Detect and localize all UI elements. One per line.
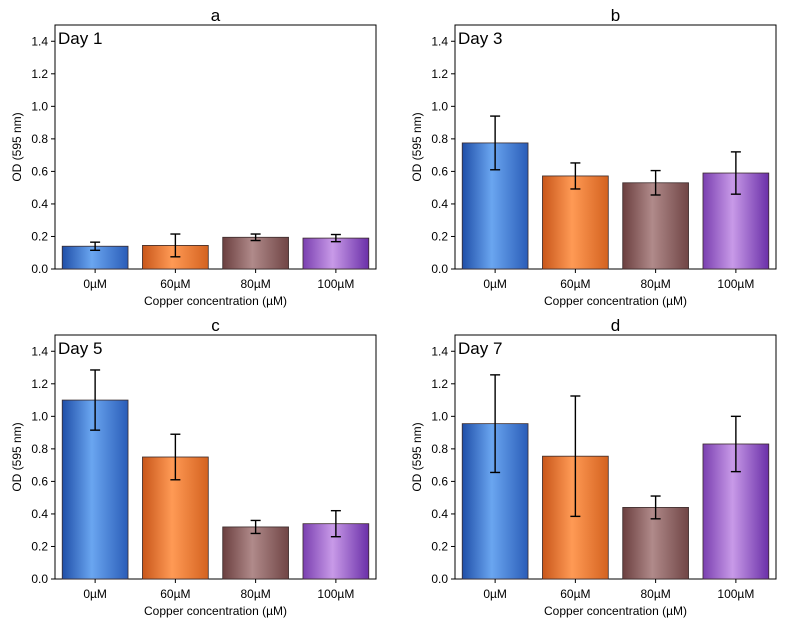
x-tick-label: 60µM bbox=[160, 277, 190, 291]
x-tick-label: 60µM bbox=[560, 277, 590, 291]
x-tick-label: 0µM bbox=[483, 587, 507, 601]
panel-d: d Day 7 0.0 0.2 0.4 0.6 0.8 1.0 1.2 1.4 OD (595 nm… bbox=[410, 316, 777, 618]
y-tick-label: 0.6 bbox=[431, 474, 448, 488]
y-tick-label: 0.2 bbox=[431, 539, 448, 553]
plot-frame bbox=[54, 24, 377, 270]
panel-letter: c bbox=[211, 316, 220, 335]
y-tick-label: 0.8 bbox=[431, 132, 448, 146]
day-label: Day 7 bbox=[458, 339, 502, 358]
y-tick-label: 0.4 bbox=[431, 507, 448, 521]
day-label: Day 1 bbox=[58, 29, 102, 48]
x-tick-label: 0µM bbox=[83, 277, 107, 291]
y-tick-label: 0.2 bbox=[31, 539, 48, 553]
bar bbox=[622, 182, 689, 270]
y-tick-label: 1.2 bbox=[31, 377, 48, 391]
panel-letter: b bbox=[611, 6, 620, 25]
x-axis-title: Copper concentration (µM) bbox=[144, 294, 287, 308]
y-axis-title: OD (595 nm) bbox=[410, 112, 424, 181]
y-tick-label: 1.4 bbox=[431, 344, 448, 358]
y-tick-label: 0.4 bbox=[431, 197, 448, 211]
panel-letter: a bbox=[211, 6, 221, 25]
plot-frame bbox=[454, 24, 777, 270]
x-tick-label: 60µM bbox=[160, 587, 190, 601]
x-tick-label: 100µM bbox=[317, 587, 354, 601]
y-tick-label: 0.6 bbox=[31, 474, 48, 488]
plot-frame bbox=[54, 334, 377, 580]
y-tick-label: 0.4 bbox=[31, 197, 48, 211]
bar bbox=[542, 175, 609, 270]
y-tick-label: 0.0 bbox=[431, 262, 448, 276]
y-tick-label: 0.8 bbox=[31, 442, 48, 456]
bar bbox=[222, 236, 289, 270]
y-tick-label: 0.0 bbox=[431, 572, 448, 586]
y-tick-label: 0.8 bbox=[431, 442, 448, 456]
x-axis-title: Copper concentration (µM) bbox=[544, 604, 687, 618]
y-tick-label: 1.4 bbox=[31, 34, 48, 48]
y-tick-label: 0.8 bbox=[31, 132, 48, 146]
x-tick-label: 100µM bbox=[317, 277, 354, 291]
y-tick-label: 1.4 bbox=[31, 344, 48, 358]
bar bbox=[222, 526, 289, 580]
x-tick-label: 0µM bbox=[483, 277, 507, 291]
y-tick-label: 0.0 bbox=[31, 572, 48, 586]
panel-letter: d bbox=[611, 316, 620, 335]
y-axis-title: OD (595 nm) bbox=[10, 112, 24, 181]
plot-frame bbox=[454, 334, 777, 580]
x-tick-label: 80µM bbox=[240, 277, 270, 291]
y-tick-label: 0.0 bbox=[31, 262, 48, 276]
x-tick-label: 100µM bbox=[717, 587, 754, 601]
y-tick-label: 1.4 bbox=[431, 34, 448, 48]
y-tick-label: 0.6 bbox=[31, 164, 48, 178]
y-tick-label: 0.2 bbox=[31, 229, 48, 243]
y-tick-label: 1.0 bbox=[431, 99, 448, 113]
x-tick-label: 0µM bbox=[83, 587, 107, 601]
x-tick-label: 100µM bbox=[717, 277, 754, 291]
y-axis-title: OD (595 nm) bbox=[410, 422, 424, 491]
x-tick-label: 80µM bbox=[640, 587, 670, 601]
bar bbox=[302, 237, 370, 270]
y-tick-label: 1.0 bbox=[431, 409, 448, 423]
x-tick-label: 80µM bbox=[640, 277, 670, 291]
x-axis-title: Copper concentration (µM) bbox=[544, 294, 687, 308]
y-tick-label: 1.0 bbox=[31, 409, 48, 423]
y-tick-label: 1.2 bbox=[31, 67, 48, 81]
panel-b: b Day 3 0.0 0.2 0.4 0.6 0.8 1.0 1.2 1.4 OD (595 nm… bbox=[410, 6, 777, 308]
y-tick-label: 0.2 bbox=[431, 229, 448, 243]
y-tick-label: 1.0 bbox=[31, 99, 48, 113]
y-tick-label: 1.2 bbox=[431, 377, 448, 391]
day-label: Day 5 bbox=[58, 339, 102, 358]
x-axis-title: Copper concentration (µM) bbox=[144, 604, 287, 618]
y-axis-title: OD (595 nm) bbox=[10, 422, 24, 491]
panel-a: a Day 1 0.0 0.2 0.4 0.6 0.8 1.0 1.2 1.4 OD (595 nm… bbox=[10, 6, 377, 308]
day-label: Day 3 bbox=[458, 29, 502, 48]
y-tick-label: 1.2 bbox=[431, 67, 448, 81]
x-tick-label: 80µM bbox=[240, 587, 270, 601]
panel-c: c Day 5 0.0 0.2 0.4 0.6 0.8 1.0 1.2 1.4 OD (595 nm… bbox=[10, 316, 377, 618]
y-tick-label: 0.4 bbox=[31, 507, 48, 521]
x-tick-label: 60µM bbox=[560, 587, 590, 601]
y-tick-label: 0.6 bbox=[431, 164, 448, 178]
